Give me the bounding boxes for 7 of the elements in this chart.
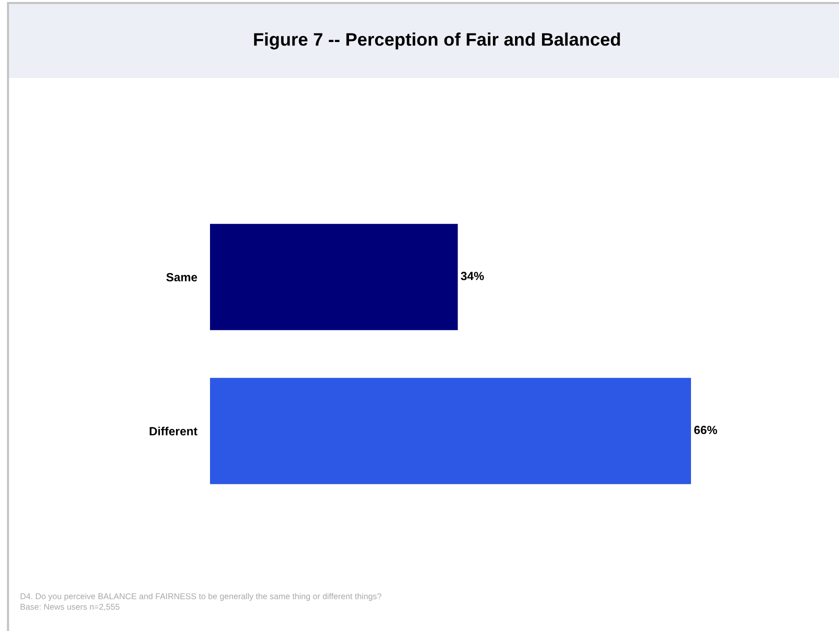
text: Base: News users n=2,555 — [20, 604, 120, 611]
data-label: 34% — [460, 272, 484, 280]
chart-title: Figure 7 -- Perception of Fair and Balanced — [254, 32, 620, 50]
text: D4. Do you perceive BALANCE and FAIRNESS to be generally the same thing or different things? — [20, 593, 382, 601]
y-tick-label: Same — [166, 273, 198, 282]
y-tick-label: Different — [150, 426, 198, 436]
data-label: 66% — [694, 426, 718, 434]
